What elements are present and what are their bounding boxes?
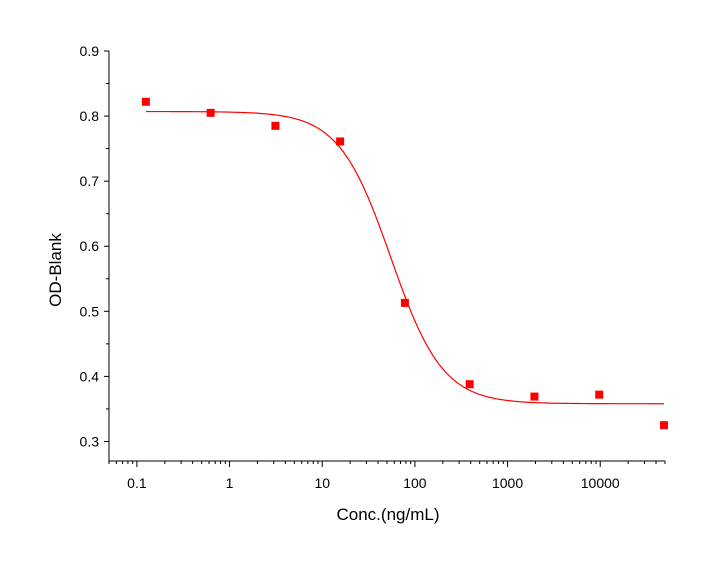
x-tick-label: 1 [226,475,234,491]
x-tick-label: 1000 [492,475,523,491]
data-point [400,298,409,307]
data-point [660,421,669,430]
x-tick-label: 10000 [581,475,620,491]
data-point [271,121,280,130]
y-tick-label: 0.7 [80,173,100,189]
y-tick-label: 0.9 [80,43,100,59]
x-tick-label: 100 [403,475,427,491]
y-tick-label: 0.4 [80,368,100,384]
y-tick-label: 0.3 [80,433,100,449]
data-point [206,108,215,117]
y-axis-title: OD-Blank [46,233,65,307]
data-point [336,137,345,146]
data-points-layer [141,97,669,430]
x-axis-ticks: 0.1 1 10 100 1000 10000 [108,461,666,491]
y-tick-label: 0.5 [80,303,100,319]
x-tick-label: 0.1 [127,475,147,491]
x-tick-label: 10 [314,475,330,491]
fit-curve-layer [145,110,665,405]
y-tick-label: 0.6 [80,238,100,254]
data-point [595,390,604,399]
x-axis-title: Conc.(ng/mL) [337,505,440,524]
data-point [465,380,474,389]
axes [108,51,665,462]
data-point [530,392,539,401]
y-axis-ticks: 0.3 0.4 0.5 0.6 0.7 0.8 0.9 [80,43,109,449]
fit-curve [145,110,665,405]
y-tick-label: 0.8 [80,108,100,124]
data-point [141,97,150,106]
